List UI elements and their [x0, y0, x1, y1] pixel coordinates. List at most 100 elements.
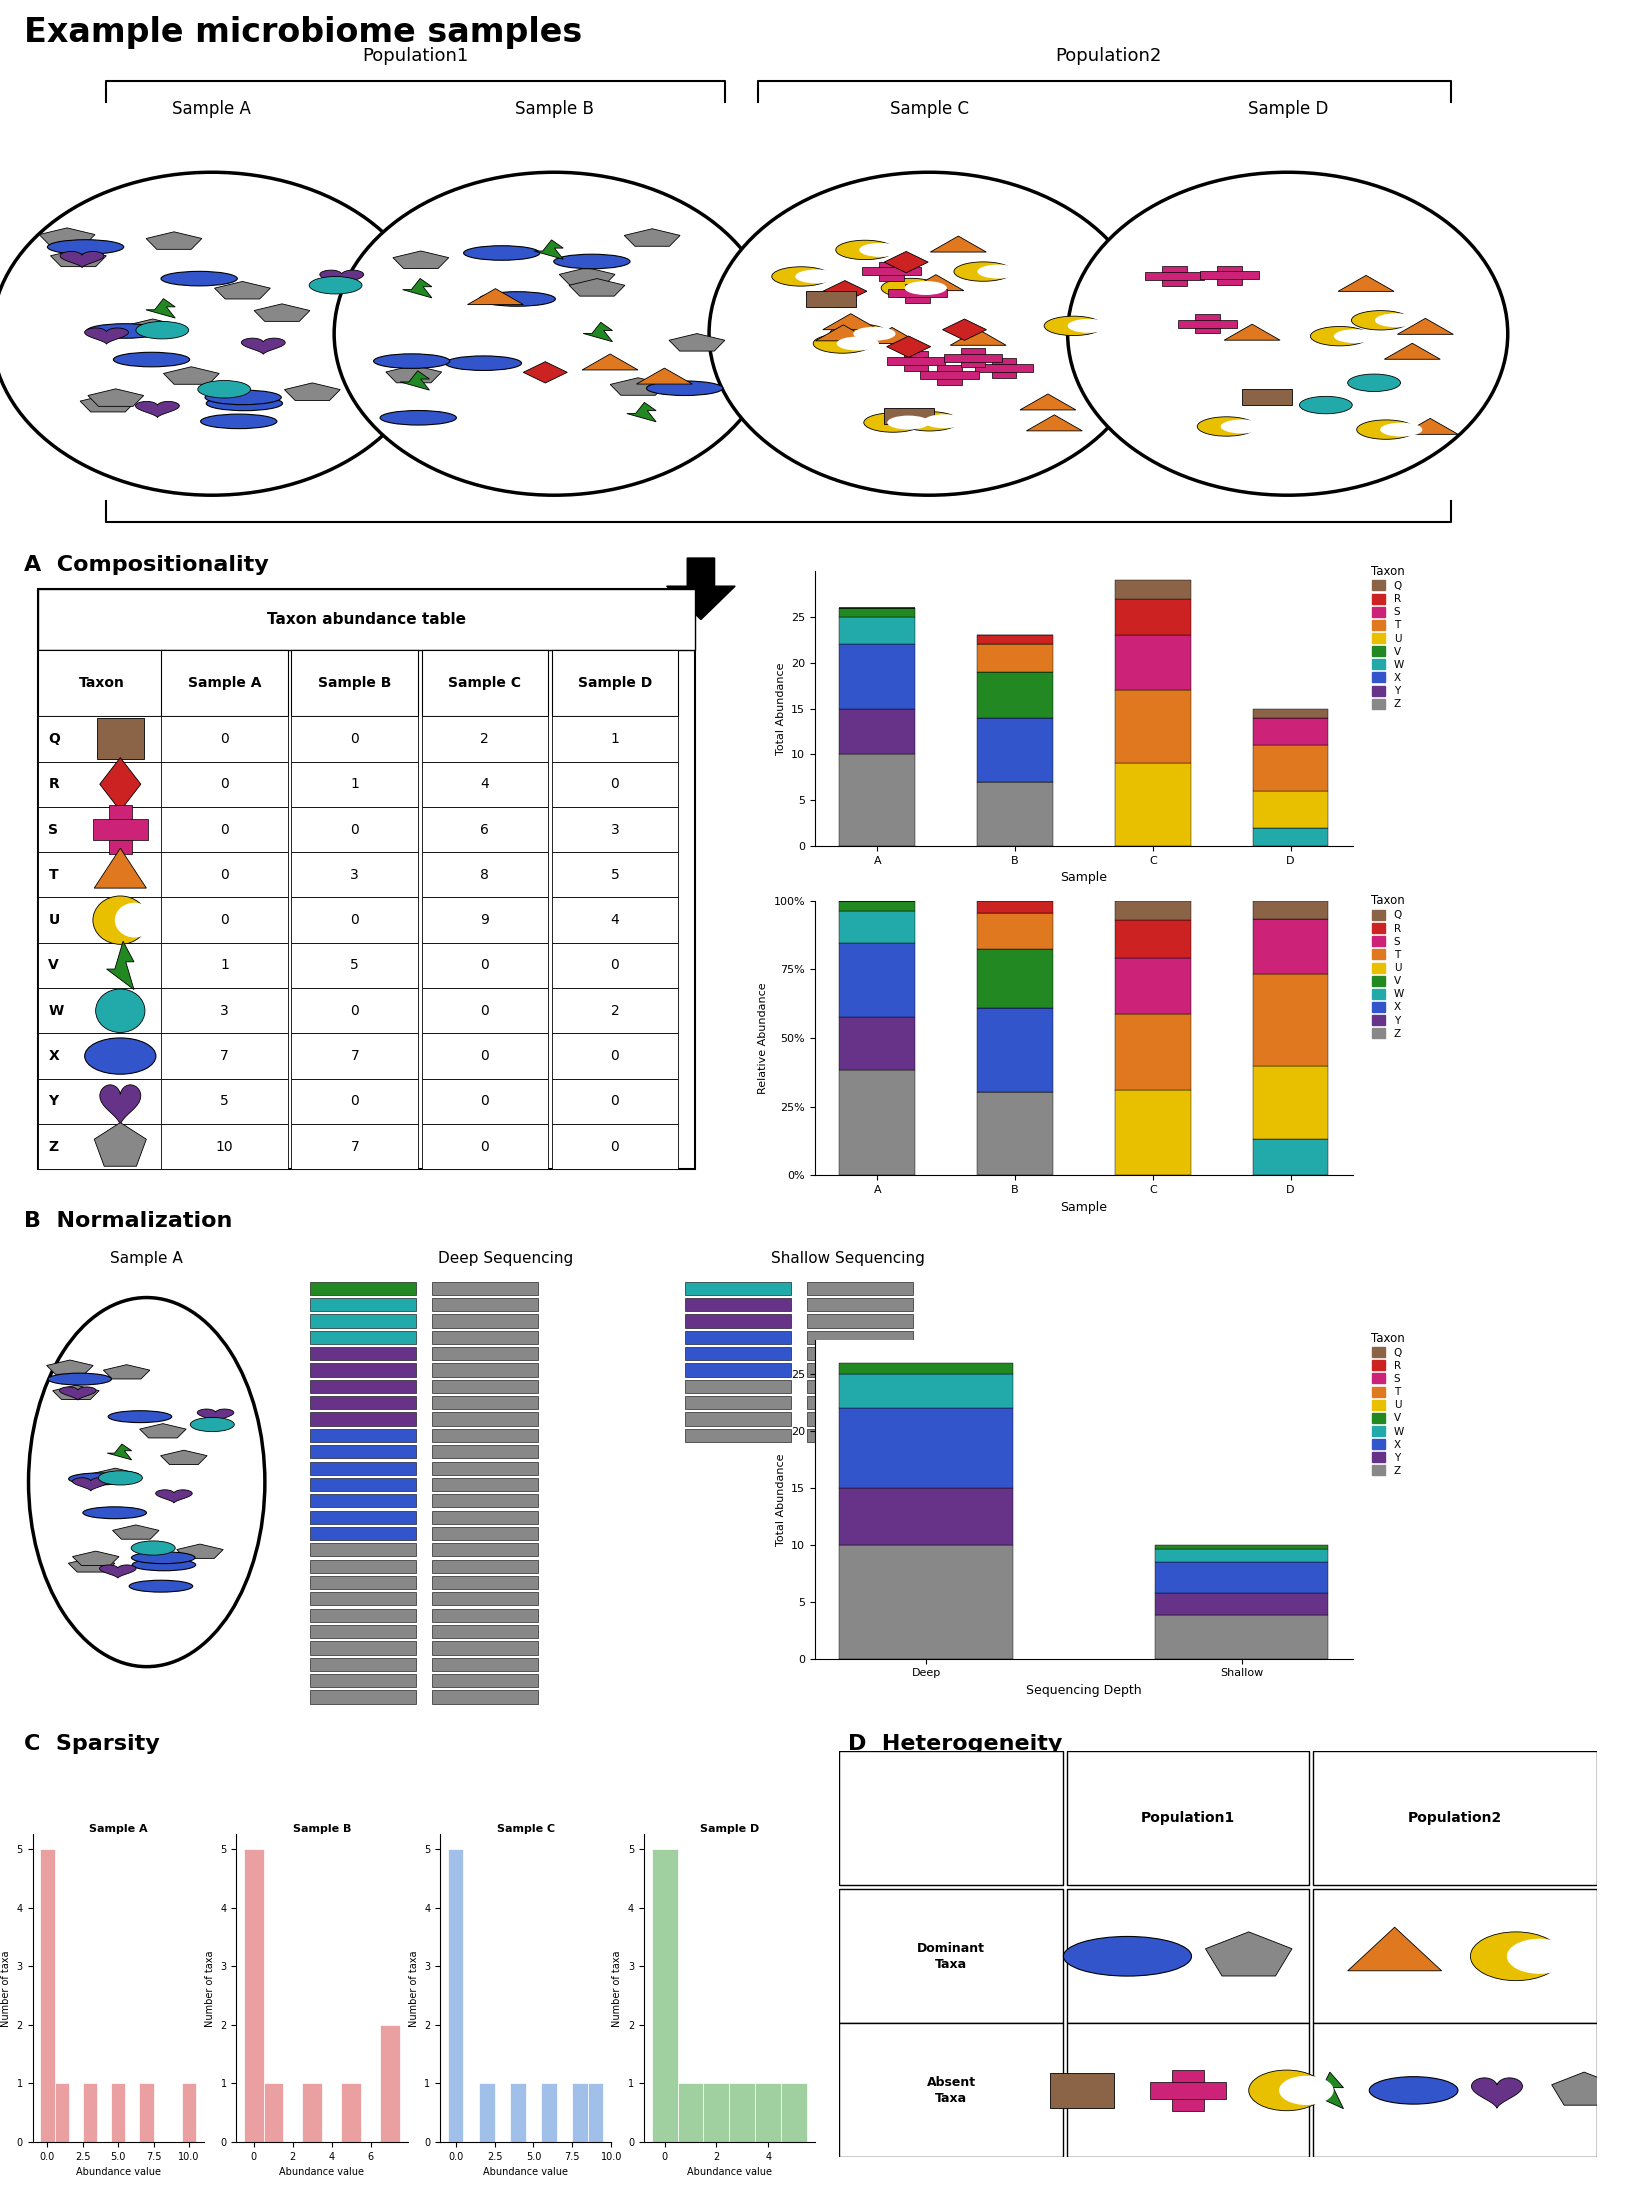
Text: 0: 0: [611, 778, 619, 791]
Bar: [685, 1395, 791, 1408]
Bar: [839, 1362, 1012, 1375]
Bar: [1253, 973, 1328, 1066]
Bar: [161, 852, 289, 896]
Bar: [1115, 635, 1190, 690]
Bar: [510, 2083, 525, 2142]
Ellipse shape: [479, 292, 556, 305]
Bar: [310, 1347, 416, 1360]
Circle shape: [924, 415, 967, 428]
Polygon shape: [52, 1386, 99, 1399]
Text: 7: 7: [350, 1050, 359, 1063]
Text: Example microbiome samples: Example microbiome samples: [24, 15, 582, 48]
Polygon shape: [931, 235, 986, 253]
Bar: [704, 2083, 730, 2142]
Bar: [422, 896, 548, 943]
Text: 7: 7: [220, 1050, 230, 1063]
Y-axis label: Total Abundance: Total Abundance: [776, 661, 786, 756]
Text: Sample D: Sample D: [1247, 101, 1328, 119]
Text: 1: 1: [611, 732, 619, 745]
Polygon shape: [815, 325, 872, 341]
Text: B  Normalization: B Normalization: [24, 1211, 233, 1230]
Bar: [975, 365, 1033, 371]
Circle shape: [1506, 1938, 1573, 1973]
Bar: [93, 819, 148, 839]
Bar: [807, 1428, 913, 1441]
Text: C  Sparsity: C Sparsity: [24, 1733, 160, 1753]
Polygon shape: [1397, 319, 1454, 334]
Bar: [432, 1659, 538, 1672]
Bar: [140, 2083, 153, 2142]
Bar: [310, 1314, 416, 1327]
Bar: [432, 1560, 538, 1573]
Polygon shape: [80, 395, 135, 413]
X-axis label: Abundance value: Abundance value: [279, 2168, 365, 2177]
Ellipse shape: [205, 391, 282, 404]
Text: Taxon: Taxon: [78, 677, 124, 690]
Text: 0: 0: [611, 1140, 619, 1153]
Text: 2: 2: [611, 1004, 619, 1017]
Bar: [1115, 600, 1190, 635]
Polygon shape: [636, 369, 693, 384]
Bar: [83, 2083, 96, 2142]
Polygon shape: [1384, 343, 1441, 360]
Bar: [807, 1347, 913, 1360]
Text: 0: 0: [611, 958, 619, 973]
Text: A  Compositionality: A Compositionality: [24, 556, 269, 576]
Bar: [887, 356, 945, 365]
Text: 2: 2: [481, 732, 489, 745]
Text: 0: 0: [350, 1004, 359, 1017]
Polygon shape: [254, 303, 310, 321]
Ellipse shape: [161, 272, 238, 286]
Bar: [1115, 580, 1190, 600]
X-axis label: Sequencing Depth: Sequencing Depth: [1027, 1685, 1141, 1696]
Bar: [1115, 765, 1190, 846]
Text: Z: Z: [49, 1140, 59, 1153]
Polygon shape: [103, 1364, 150, 1380]
Text: 0: 0: [611, 1094, 619, 1107]
Bar: [1253, 707, 1328, 718]
Bar: [244, 1850, 264, 2142]
Bar: [1068, 2023, 1309, 2157]
Text: 1: 1: [350, 778, 359, 791]
Bar: [264, 2083, 284, 2142]
Bar: [978, 949, 1053, 1008]
Bar: [37, 650, 165, 716]
Bar: [551, 1033, 678, 1079]
Bar: [310, 1380, 416, 1393]
Circle shape: [864, 413, 923, 433]
X-axis label: Sample: Sample: [1061, 1202, 1107, 1213]
Text: 3: 3: [611, 822, 619, 837]
Bar: [41, 1850, 54, 2142]
Ellipse shape: [554, 255, 631, 268]
Bar: [839, 1070, 914, 1175]
Bar: [730, 2083, 755, 2142]
Text: D  Heterogeneity: D Heterogeneity: [848, 1733, 1063, 1753]
Bar: [807, 1281, 913, 1294]
Bar: [161, 943, 289, 989]
Bar: [839, 754, 914, 846]
Bar: [161, 716, 289, 762]
Bar: [839, 912, 914, 943]
Ellipse shape: [132, 1551, 196, 1564]
Polygon shape: [99, 758, 140, 811]
Bar: [161, 762, 289, 806]
Bar: [883, 409, 934, 424]
Text: 0: 0: [220, 822, 230, 837]
Bar: [944, 354, 1002, 363]
Bar: [422, 1125, 548, 1169]
Bar: [310, 1659, 416, 1672]
Bar: [839, 943, 914, 1017]
Circle shape: [98, 1470, 142, 1485]
Bar: [1115, 1015, 1190, 1090]
Circle shape: [1348, 373, 1400, 391]
Bar: [479, 2083, 494, 2142]
Polygon shape: [403, 279, 432, 299]
Circle shape: [905, 281, 947, 294]
Bar: [1314, 1889, 1597, 2023]
Circle shape: [830, 325, 888, 343]
Polygon shape: [1338, 275, 1394, 292]
Bar: [685, 1380, 791, 1393]
Polygon shape: [399, 371, 429, 391]
Bar: [807, 1314, 913, 1327]
Circle shape: [1311, 327, 1369, 345]
